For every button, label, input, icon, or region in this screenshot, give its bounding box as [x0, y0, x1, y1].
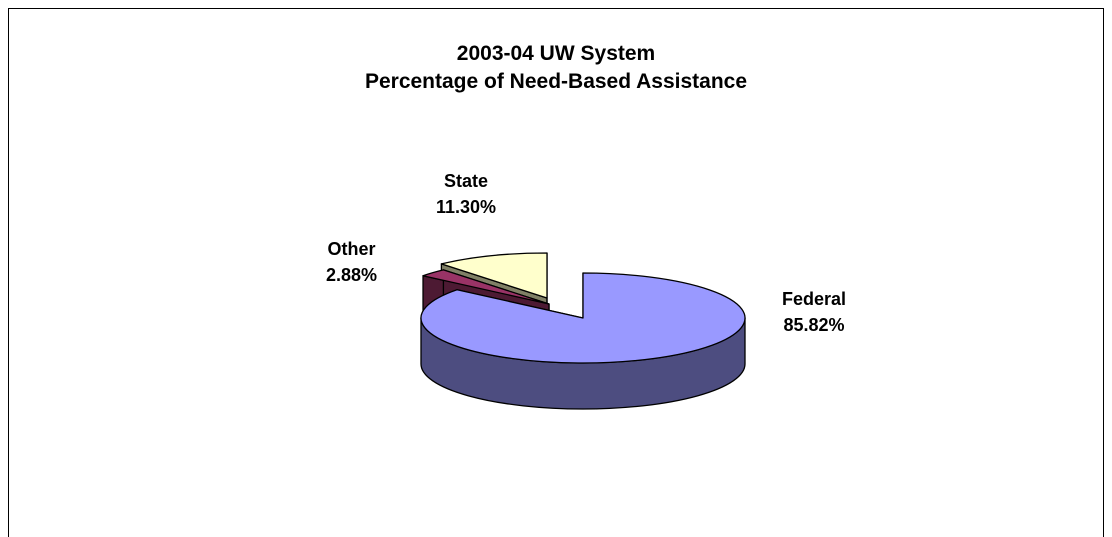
pie-slice-state-top	[440, 252, 548, 299]
chart-title: 2003-04 UW System	[456, 42, 656, 65]
pie-slice-other-top	[422, 269, 550, 305]
slice-label-other-name: Other	[327, 239, 376, 259]
slice-label-federal: Federal 85.82%	[782, 286, 846, 338]
slice-label-other: Other 2.88%	[326, 236, 377, 288]
slice-label-federal-value: 85.82%	[783, 315, 845, 335]
chart-area	[8, 8, 1104, 537]
slice-label-state-name: State	[444, 171, 489, 191]
slice-label-state-value: 11.30%	[436, 197, 497, 217]
slice-label-state: State 11.30%	[436, 168, 496, 220]
pie-slice-federal	[420, 272, 746, 410]
chart-title-block: 2003-04 UW System Percentage of Need-Bas…	[0, 40, 1112, 96]
chart-subtitle: Percentage of Need-Based Assistance	[364, 70, 748, 93]
slice-label-federal-name: Federal	[782, 289, 847, 309]
pie-slice-federal-top	[420, 272, 746, 364]
slice-label-other-value: 2.88%	[326, 265, 378, 285]
